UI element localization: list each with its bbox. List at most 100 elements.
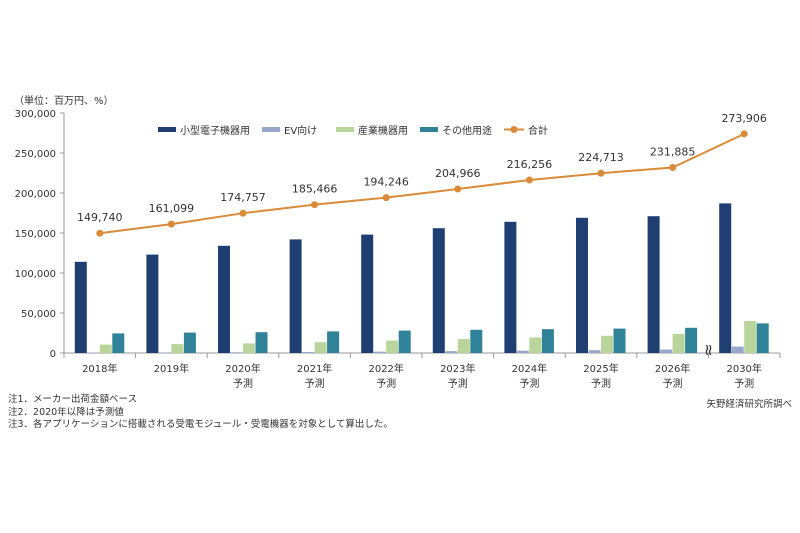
bar-series3-0 xyxy=(112,333,125,353)
note-2: 注2．2020年以降は予測値 xyxy=(8,406,124,418)
total-point-0 xyxy=(96,229,104,237)
y-tick-label-2: 100,000 xyxy=(15,269,56,280)
x-label-2: 2020年 xyxy=(225,362,260,375)
bar-series1-4 xyxy=(373,351,386,353)
bar-series2-3 xyxy=(314,342,327,353)
note-3: 注3．各アプリケーションに搭載される受電モジュール・受電機器を対象として算出した… xyxy=(8,419,393,430)
bar-series2-0 xyxy=(99,344,112,353)
bar-series3-2 xyxy=(255,332,268,353)
bar-series3-8 xyxy=(685,327,698,353)
total-line xyxy=(99,132,745,235)
x-label-5: 2023年 xyxy=(440,362,475,375)
legend-label-total: 合計 xyxy=(528,124,548,137)
bar-series1-6 xyxy=(516,350,529,353)
x-label-6: 2024年 xyxy=(512,362,547,375)
total-label-9: 273,906 xyxy=(721,112,767,125)
bar-series2-1 xyxy=(171,344,184,353)
bar-series3-5 xyxy=(470,329,483,353)
x-label-1: 2019年 xyxy=(154,362,189,375)
y-tick-label-1: 50,000 xyxy=(21,309,56,320)
bar-series3-1 xyxy=(183,332,196,353)
bar-series1-5 xyxy=(445,351,458,353)
bar-series2-7 xyxy=(601,335,613,353)
bar-series0-4 xyxy=(361,234,374,353)
bar-series0-2 xyxy=(218,245,230,353)
x-label-4: 2022年 xyxy=(368,362,403,375)
y-tick-label-3: 150,000 xyxy=(15,229,56,240)
legend-swatch-2 xyxy=(336,127,354,132)
chart: （単位：百万円、%） 0 50,000 100,000 150,000 200,000 25… xyxy=(14,94,781,390)
total-label-4: 194,246 xyxy=(363,176,409,189)
bar-series2-6 xyxy=(529,337,542,353)
total-point-4 xyxy=(382,194,390,202)
x-sublabel-8: 予測 xyxy=(663,377,683,390)
legend-swatch-3 xyxy=(420,127,438,132)
bar-series1-8 xyxy=(660,349,673,353)
bar-series0-0 xyxy=(74,261,87,353)
legend-label-1: EV向け xyxy=(284,124,317,137)
total-point-9 xyxy=(740,130,748,138)
legend-label-2: 産業機器用 xyxy=(358,124,408,137)
axis-break: ≈ xyxy=(699,343,718,356)
bar-series3-9 xyxy=(756,323,769,353)
total-label-1: 161,099 xyxy=(149,202,195,215)
bar-series2-2 xyxy=(243,343,255,353)
x-label-8: 2026年 xyxy=(655,362,690,375)
y-tick-label-0: 0 xyxy=(50,349,56,360)
x-sublabel-5: 予測 xyxy=(448,377,468,390)
legend-swatch-0 xyxy=(158,127,176,132)
total-label-2: 174,757 xyxy=(220,191,266,204)
note-1: 注1．メーカー出荷金額ベース xyxy=(8,394,138,405)
y-tick-label-5: 250,000 xyxy=(15,149,56,160)
total-point-3 xyxy=(311,201,319,209)
bar-series0-5 xyxy=(432,228,445,353)
source-note: 矢野経済研究所調べ xyxy=(706,399,792,410)
bar-series1-0 xyxy=(87,352,100,354)
bar-series1-1 xyxy=(158,352,171,353)
total-point-7 xyxy=(597,169,605,177)
bar-series3-3 xyxy=(327,331,340,353)
total-label-5: 204,966 xyxy=(435,167,481,180)
x-sublabel-2: 予測 xyxy=(233,377,253,390)
bar-series0-9 xyxy=(719,203,732,353)
bar-series2-4 xyxy=(386,340,399,353)
x-label-7: 2025年 xyxy=(583,362,618,375)
bar-series0-1 xyxy=(146,254,159,353)
x-sublabel-3: 予測 xyxy=(305,377,325,390)
bar-series0-8 xyxy=(647,216,660,353)
total-point-2 xyxy=(239,209,247,217)
total-label-6: 216,256 xyxy=(507,158,553,171)
legend-label-0: 小型電子機器用 xyxy=(180,124,250,137)
bar-series2-8 xyxy=(672,333,685,353)
bar-series0-6 xyxy=(504,221,517,353)
notes: 注1．メーカー出荷金額ベース 注2．2020年以降は予測値 注3．各アプリケーシ… xyxy=(8,394,393,432)
total-label-7: 224,713 xyxy=(578,151,624,164)
legend-swatch-1 xyxy=(262,127,280,132)
x-sublabel-6: 予測 xyxy=(519,377,539,390)
bar-series2-5 xyxy=(457,339,470,353)
total-point-6 xyxy=(525,176,533,184)
total-point-1 xyxy=(167,220,175,228)
x-label-0: 2018年 xyxy=(82,362,117,375)
bar-series2-9 xyxy=(744,321,757,353)
x-sublabel-7: 予測 xyxy=(591,377,611,390)
x-label-3: 2021年 xyxy=(297,362,332,375)
total-label-8: 231,885 xyxy=(650,145,696,158)
y-tick-label-6: 300,000 xyxy=(15,109,56,120)
bar-series1-9 xyxy=(731,346,744,353)
bar-series3-4 xyxy=(398,330,411,353)
bar-series0-7 xyxy=(576,217,588,353)
bar-series3-6 xyxy=(541,329,554,353)
y-tick-label-4: 200,000 xyxy=(15,189,56,200)
bar-series1-7 xyxy=(588,350,601,353)
total-label-3: 185,466 xyxy=(292,183,338,196)
legend-line-marker xyxy=(510,126,518,133)
x-sublabel-4: 予測 xyxy=(376,377,396,390)
x-label-9: 2030年 xyxy=(726,362,761,375)
x-sublabel-9: 予測 xyxy=(734,377,754,390)
bar-series0-3 xyxy=(289,239,302,353)
bar-series1-2 xyxy=(230,352,243,353)
unit-label: （単位：百万円、%） xyxy=(14,94,114,107)
total-point-8 xyxy=(669,163,677,171)
bar-series1-3 xyxy=(302,352,315,353)
